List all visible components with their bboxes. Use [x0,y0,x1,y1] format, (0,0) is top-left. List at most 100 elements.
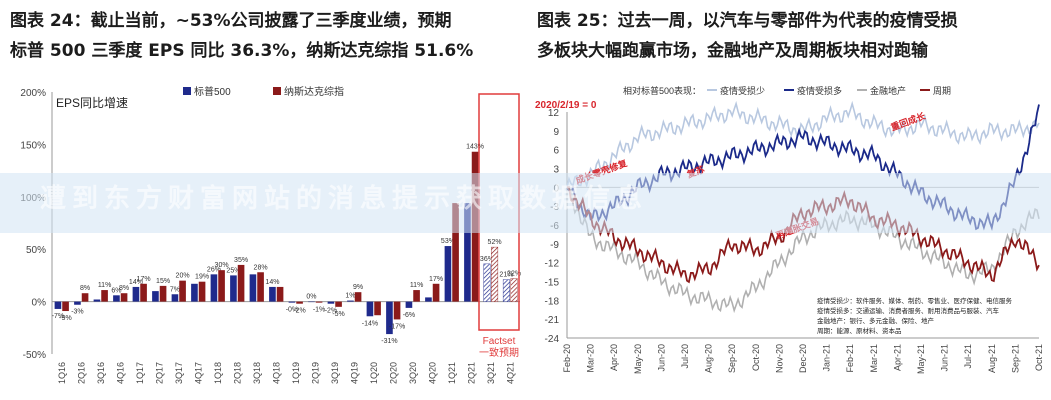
bar-sp500 [230,275,237,302]
bar-data-label: 52% [488,239,502,246]
series-line [566,100,1040,189]
bar-data-label: -5% [332,311,344,318]
bar-nasdaq [315,301,323,303]
footnote-line: 疫情受损少：软件服务、媒体、制药、零售业、医疗保健、电信服务 [817,296,1013,305]
bar-sp500 [502,279,510,302]
bar-data-label: 30% [215,262,229,269]
y-tick-label: 150% [20,140,46,151]
x-tick-label: 3Q17 [174,362,184,384]
bar-data-label: 35% [234,257,248,264]
y-tick-label: -18 [545,296,560,307]
bar-sp500 [74,301,81,305]
bar-data-label: 28% [254,264,268,271]
bar-data-label: -1% [313,307,325,314]
bar-sp500 [425,297,432,302]
x-tick-label: Aug-21 [987,344,997,373]
bar-data-label: 15% [156,278,170,285]
legend-prefix: 相对标普500表现： [623,85,701,96]
legend-label-sp500: 标普500 [194,85,231,98]
bar-sp500 [347,300,354,302]
bar-data-label: -14% [362,320,378,327]
left-panel: 图表 24：截止当前，~53%公司披露了三季度业绩，预期 标普 500 三季度 … [0,0,525,400]
y-axis-label: EPS同比增速 [56,96,128,110]
bar-data-label: 21% [499,272,513,279]
bar-data-label: 6% [111,287,121,294]
x-tick-label: Jan-21 [822,344,832,372]
bar-nasdaq [198,281,206,302]
bar-data-label: 20% [176,273,190,280]
overlay-band [0,173,1051,233]
bar-data-label: 17% [137,276,151,283]
legend-label-nasdaq: 纳斯达克综指 [284,85,344,98]
bar-data-label: 11% [98,282,112,289]
bar-data-label: -2% [293,308,305,315]
x-tick-label: Nov-20 [774,344,784,373]
bar-data-label: 11% [410,282,424,289]
x-tick-label: Feb-21 [845,344,855,373]
x-tick-label: Mar-21 [869,344,879,373]
bar-sp500 [93,299,101,302]
x-tick-label: 3Q19 [330,362,340,384]
bar-data-label: 8% [119,285,129,292]
forecast-box-label: Factset [483,336,516,347]
x-tick-label: 2Q17 [154,362,164,384]
bar-nasdaq [491,246,499,302]
x-tick-label: Apr-21 [892,344,902,371]
y-tick-label: 12 [548,108,560,119]
x-tick-label: Sep-20 [727,344,737,373]
y-tick-label: 200% [20,88,46,99]
x-tick-label: Aug-20 [704,344,714,373]
y-tick-label: 50% [26,245,46,256]
x-tick-label: Jul-20 [680,344,690,369]
bar-data-label: 9% [353,284,363,291]
x-tick-label: Oct-20 [751,344,761,371]
bar-sp500 [288,301,296,303]
bar-nasdaq [413,290,420,302]
y-tick-label: -50% [23,350,46,361]
x-tick-label: 4Q18 [271,362,281,384]
bar-data-label: 26% [207,266,221,273]
bar-nasdaq [237,264,245,302]
bar-sp500 [113,295,120,302]
bar-sp500 [405,301,413,308]
x-tick-label: 1Q18 [213,362,223,384]
y-tick-label: -15 [545,278,560,289]
footnote-line: 疫情受损多：交通运输、消费者服务、耐用消费品与服装、汽车 [817,306,1000,315]
bar-data-label: 36% [480,256,494,263]
y-tick-label: -24 [545,334,560,345]
x-tick-label: 1Q19 [291,362,301,384]
bar-sp500 [249,274,257,302]
bar-data-label: 25% [226,267,240,274]
bar-sp500 [269,286,276,302]
x-tick-label: Jun-20 [656,344,666,372]
bar-sp500 [483,263,491,302]
bar-nasdaq [432,283,440,302]
bar-nasdaq [101,290,108,302]
legend-label: 疫情受损多 [797,85,842,96]
bar-nasdaq [354,292,362,302]
eps-bar-chart: -50%0%50%100%150%200%EPS同比增速标普500纳斯达克综指-… [20,85,521,384]
bar-data-label: -6% [403,312,415,319]
legend-label: 周期 [933,86,951,96]
bar-sp500 [171,294,179,302]
x-tick-label: Jun-21 [940,344,950,372]
x-tick-label: 4Q20 [427,362,437,384]
bar-nasdaq [257,272,264,302]
bar-nasdaq [335,301,342,307]
bar-sp500 [444,246,452,302]
bar-nasdaq [218,270,225,302]
bar-sp500 [191,283,198,302]
forecast-box-label: 一致预期 [479,346,519,359]
x-tick-label: 1Q16 [57,362,67,384]
bar-data-label: -31% [381,338,397,345]
x-tick-label: 2Q21 [466,362,476,384]
overlay-text: 遭到东方财富网站的消息提示获取数据信息 [40,184,649,214]
x-tick-label: 2Q16 [76,362,86,384]
bar-sp500 [327,301,335,304]
y-tick-label: 0% [32,298,47,309]
x-tick-label: 4Q21 [505,362,515,384]
y-tick-label: -12 [545,259,560,270]
bar-sp500 [132,286,140,302]
x-tick-label: 2Q20 [388,362,398,384]
bar-nasdaq [62,301,69,312]
